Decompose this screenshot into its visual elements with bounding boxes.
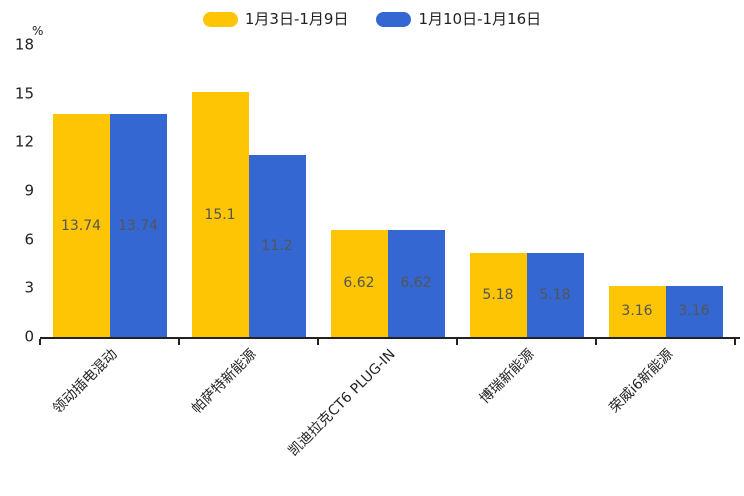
x-axis-tick xyxy=(734,339,736,345)
x-axis-tick xyxy=(317,339,319,345)
bar-value-label: 13.74 xyxy=(60,217,102,234)
bar-value-label: 15.1 xyxy=(204,206,236,223)
bar-value-label: 5.18 xyxy=(482,286,514,303)
x-axis-category-label: 领动插电混动 xyxy=(49,346,121,418)
bar-1月3日-1月9日-凯迪拉克CT6 PLUG-IN: 6.62 xyxy=(330,229,388,337)
bar-1月3日-1月9日-荣威i6新能源: 3.16 xyxy=(608,285,666,337)
legend-item-1[interactable]: 1月10日-1月16日 xyxy=(376,9,542,28)
y-axis-tick-label: 12 xyxy=(14,132,34,151)
bar-1月3日-1月9日-帕萨特新能源: 15.1 xyxy=(191,92,249,337)
y-axis-unit-label: % xyxy=(32,24,44,38)
bar-value-label: 11.2 xyxy=(261,238,293,255)
x-axis-category-label: 荣威i6新能源 xyxy=(606,346,677,417)
x-axis-tick xyxy=(595,339,597,345)
y-axis-tick-label: 3 xyxy=(24,278,34,297)
legend-swatch-icon xyxy=(376,11,412,27)
legend: 1月3日-1月9日 1月10日-1月16日 xyxy=(0,8,744,30)
bar-value-label: 3.16 xyxy=(678,303,710,320)
bar-1月3日-1月9日-领动插电混动: 13.74 xyxy=(52,114,110,337)
y-axis-tick-label: 18 xyxy=(14,35,34,54)
x-axis-line xyxy=(40,337,740,339)
bar-value-label: 13.74 xyxy=(117,217,159,234)
y-axis-tick-label: 6 xyxy=(24,230,34,249)
bar-1月10日-1月16日-帕萨特新能源: 11.2 xyxy=(248,155,306,337)
x-axis-category-label: 凯迪拉克CT6 PLUG-IN xyxy=(284,346,399,460)
x-axis-category-label: 博瑞新能源 xyxy=(476,346,538,408)
y-axis-tick-label: 15 xyxy=(14,84,34,103)
bar-1月10日-1月16日-领动插电混动: 13.74 xyxy=(109,114,167,337)
bar-value-label: 5.18 xyxy=(539,286,571,303)
legend-label: 1月3日-1月9日 xyxy=(244,9,349,28)
bar-value-label: 3.16 xyxy=(621,303,653,320)
legend-swatch-icon xyxy=(202,11,238,27)
x-axis-category-label: 帕萨特新能源 xyxy=(188,346,260,418)
x-axis-tick xyxy=(456,339,458,345)
bar-1月10日-1月16日-凯迪拉克CT6 PLUG-IN: 6.62 xyxy=(387,229,445,337)
x-axis-tick xyxy=(178,339,180,345)
bar-1月10日-1月16日-博瑞新能源: 5.18 xyxy=(526,252,584,337)
legend-item-0[interactable]: 1月3日-1月9日 xyxy=(202,9,349,28)
x-axis-tick xyxy=(39,339,41,345)
y-axis-tick-label: 9 xyxy=(24,181,34,200)
bar-value-label: 6.62 xyxy=(400,275,432,292)
bar-1月10日-1月16日-荣威i6新能源: 3.16 xyxy=(665,285,723,337)
bar-value-label: 6.62 xyxy=(343,275,375,292)
bar-1月3日-1月9日-博瑞新能源: 5.18 xyxy=(469,252,527,337)
legend-label: 1月10日-1月16日 xyxy=(418,9,542,28)
y-axis-tick-label: 0 xyxy=(24,327,34,346)
